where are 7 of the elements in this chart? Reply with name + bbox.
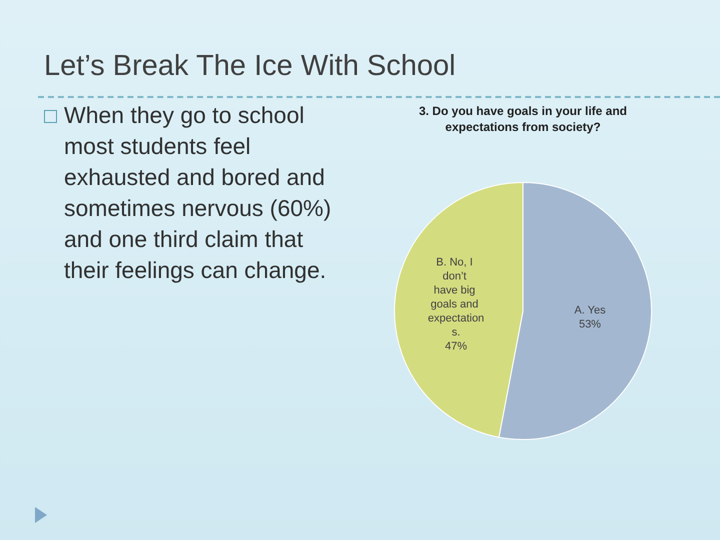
chart-subtitle: 3. Do you have goals in your life and expectations from society? (418, 103, 628, 135)
data-label: 47% (445, 340, 468, 353)
data-label: 53% (578, 318, 602, 330)
slice-label: B. No, I don’t have big goals and expectations. (428, 256, 484, 339)
text: When they go to school most students feel exhausted and bored and sometimes nervous (60%) and one third claim that their feelings can change. (64, 101, 332, 285)
chart-title: Let’s Break The Ice With School (44, 50, 456, 83)
slice-label: A. Yes (574, 304, 606, 316)
